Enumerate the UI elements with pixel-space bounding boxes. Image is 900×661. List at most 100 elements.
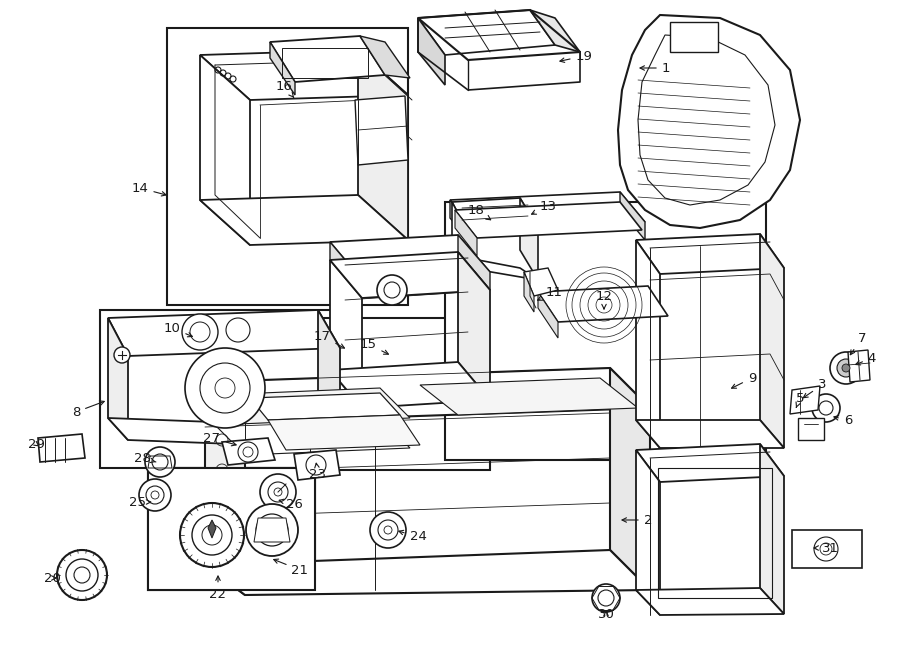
Polygon shape <box>330 362 490 408</box>
Polygon shape <box>358 50 408 240</box>
Circle shape <box>837 359 855 377</box>
Polygon shape <box>790 386 820 414</box>
Polygon shape <box>530 10 580 52</box>
Text: 25: 25 <box>130 496 151 508</box>
Circle shape <box>819 401 833 415</box>
Polygon shape <box>848 350 870 382</box>
Text: 2: 2 <box>622 514 652 527</box>
Text: 1: 1 <box>640 61 670 75</box>
Polygon shape <box>108 418 340 448</box>
Circle shape <box>226 318 250 342</box>
Circle shape <box>246 504 298 556</box>
Text: 30: 30 <box>598 607 615 621</box>
Polygon shape <box>636 588 784 615</box>
Text: 17: 17 <box>313 329 345 348</box>
Polygon shape <box>330 260 362 408</box>
Polygon shape <box>458 252 490 400</box>
Bar <box>148 468 315 590</box>
Bar <box>658 468 772 598</box>
Bar <box>282 48 368 78</box>
Polygon shape <box>452 202 468 268</box>
Polygon shape <box>318 310 340 448</box>
Bar <box>445 202 766 460</box>
Polygon shape <box>636 420 784 448</box>
Text: 29: 29 <box>28 438 44 451</box>
Circle shape <box>238 442 258 462</box>
Bar <box>320 318 490 470</box>
Polygon shape <box>215 418 410 455</box>
Text: 26: 26 <box>279 498 302 510</box>
Polygon shape <box>760 234 784 448</box>
Text: 18: 18 <box>468 204 490 219</box>
Text: 27: 27 <box>203 432 236 446</box>
Polygon shape <box>270 42 295 95</box>
Polygon shape <box>450 200 475 248</box>
Polygon shape <box>205 550 650 595</box>
Polygon shape <box>254 518 290 542</box>
Circle shape <box>842 364 850 372</box>
Bar <box>792 530 862 568</box>
Polygon shape <box>636 234 784 274</box>
Circle shape <box>145 447 175 477</box>
Polygon shape <box>205 382 245 595</box>
Text: 21: 21 <box>274 559 309 576</box>
Text: 16: 16 <box>275 79 293 97</box>
Text: 15: 15 <box>359 338 389 354</box>
Polygon shape <box>418 18 445 85</box>
Polygon shape <box>458 235 490 290</box>
Text: 11: 11 <box>537 286 562 300</box>
Circle shape <box>114 347 130 363</box>
Circle shape <box>182 314 218 350</box>
Polygon shape <box>520 198 538 280</box>
Polygon shape <box>452 198 538 232</box>
Polygon shape <box>452 255 538 280</box>
Circle shape <box>57 550 107 600</box>
Polygon shape <box>330 235 490 280</box>
Text: 20: 20 <box>43 572 60 584</box>
Circle shape <box>812 394 840 422</box>
Text: 23: 23 <box>310 463 327 481</box>
Polygon shape <box>330 242 362 298</box>
Polygon shape <box>215 388 410 425</box>
Text: 10: 10 <box>164 321 193 337</box>
Text: 28: 28 <box>133 451 156 465</box>
Polygon shape <box>420 378 638 415</box>
Text: 6: 6 <box>834 414 852 426</box>
Polygon shape <box>524 268 558 296</box>
Polygon shape <box>524 272 534 312</box>
Polygon shape <box>355 96 408 165</box>
Text: 7: 7 <box>850 332 866 355</box>
Text: 3: 3 <box>804 379 826 398</box>
Circle shape <box>185 348 265 428</box>
Bar <box>100 310 358 468</box>
Polygon shape <box>538 292 558 338</box>
Polygon shape <box>108 318 128 440</box>
Polygon shape <box>330 252 490 298</box>
Polygon shape <box>108 310 340 356</box>
Bar <box>670 22 718 52</box>
Circle shape <box>592 584 620 612</box>
Polygon shape <box>205 368 650 422</box>
Circle shape <box>180 503 244 567</box>
Polygon shape <box>250 393 400 420</box>
Polygon shape <box>455 210 477 256</box>
Polygon shape <box>620 192 645 240</box>
Polygon shape <box>200 195 408 245</box>
Circle shape <box>139 479 171 511</box>
Polygon shape <box>636 240 660 448</box>
Circle shape <box>830 352 862 384</box>
Polygon shape <box>450 192 645 230</box>
Polygon shape <box>760 444 784 614</box>
Polygon shape <box>455 202 642 238</box>
Circle shape <box>306 455 326 475</box>
Text: 14: 14 <box>131 182 166 196</box>
Text: 13: 13 <box>532 200 556 214</box>
Text: 19: 19 <box>560 50 592 63</box>
Polygon shape <box>636 444 784 482</box>
Bar <box>148 468 315 590</box>
Text: 22: 22 <box>210 576 227 600</box>
Bar <box>798 418 824 440</box>
Polygon shape <box>618 15 800 228</box>
Polygon shape <box>538 286 668 322</box>
Polygon shape <box>270 36 385 82</box>
